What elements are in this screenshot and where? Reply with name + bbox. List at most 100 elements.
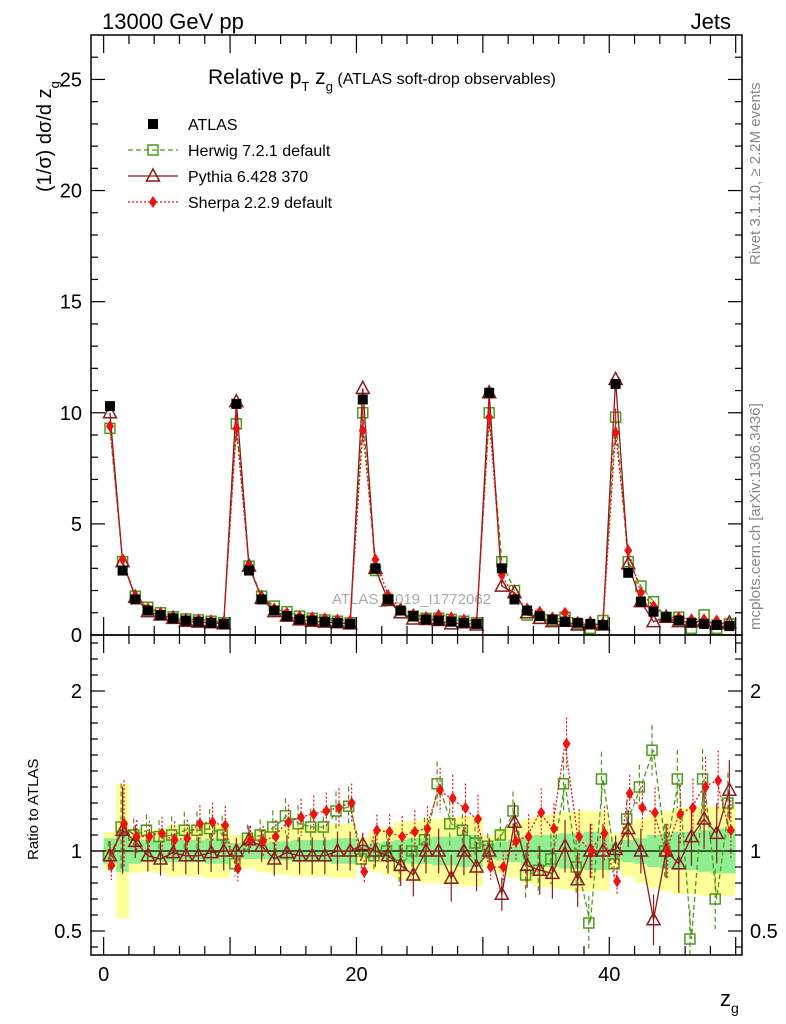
ratio-point-2-29	[474, 813, 483, 825]
title-mid: z	[309, 66, 325, 89]
ratio-point-1-18	[329, 842, 346, 857]
ratio-point-1-36	[557, 837, 573, 852]
ratio-point-1-35	[544, 864, 561, 880]
main-point-0-27	[446, 616, 457, 627]
ratio-point-1-10	[228, 842, 245, 857]
ratio-point-2-48	[714, 774, 723, 787]
ratio-point-0-38	[583, 917, 595, 929]
ratio-ytick-label-left-0: 0.5	[54, 921, 82, 943]
ratio-point-1-5	[165, 844, 181, 859]
main-point-3-30	[485, 411, 494, 424]
ratio-point-2-17	[322, 805, 331, 817]
ratio-point-1-7	[190, 847, 207, 862]
legend-marker-3	[149, 196, 157, 208]
y-axis-label-main-sub: g	[47, 81, 62, 88]
main-point-0-20	[357, 394, 368, 405]
ratio-point-2-30	[486, 861, 495, 873]
ratio-point-2-15	[297, 811, 306, 824]
xtick-label-2: 40	[598, 964, 620, 986]
legend-marker-1	[147, 144, 159, 156]
ratio-point-0-31	[494, 829, 507, 841]
ratio-point-1-39	[595, 842, 611, 857]
ratio-point-0-17	[317, 821, 330, 833]
ratio-point-1-13	[266, 850, 283, 865]
ratio-point-1-26	[430, 842, 447, 857]
main-point-0-37	[572, 617, 583, 628]
legend-label-3: Sherpa 2.2.9 default	[188, 195, 333, 212]
main-point-0-8	[206, 617, 217, 628]
ratio-point-2-21	[372, 824, 381, 837]
title-main: Relative p	[208, 66, 301, 89]
main-ytick-label-4: 20	[60, 181, 82, 203]
ratio-point-1-23	[392, 856, 409, 872]
main-point-0-5	[168, 613, 179, 624]
ratio-ytick-label-left-2: 2	[71, 681, 82, 703]
ratio-point-2-26	[436, 784, 445, 797]
y-axis-label-ratio: Ratio to ATLAS	[25, 759, 42, 860]
y-axis-label-main-text: (1/σ) dσ/d z	[34, 88, 56, 192]
main-point-0-46	[686, 617, 697, 628]
ratio-point-0-35	[545, 853, 557, 865]
xtick-label-1: 20	[345, 964, 367, 986]
ratio-point-2-45	[676, 808, 685, 821]
ratio-point-1-15	[291, 847, 308, 862]
legend-label-1: Herwig 7.2.1 default	[188, 143, 331, 160]
ratio-point-1-24	[405, 866, 422, 881]
ratio-point-2-38	[587, 845, 596, 857]
main-point-3-0	[105, 420, 114, 433]
ratio-point-1-46	[683, 828, 700, 843]
ratio-point-2-35	[549, 822, 558, 835]
main-point-0-25	[420, 614, 431, 625]
main-point-0-44	[661, 612, 672, 623]
ratio-point-0-27	[444, 818, 456, 830]
ratio-point-0-30	[481, 840, 494, 852]
ratio-point-2-2	[132, 830, 141, 843]
ratio-point-1-3	[140, 847, 156, 862]
ratio-point-1-47	[696, 810, 712, 825]
main-point-0-0	[104, 401, 115, 412]
ratio-point-1-41	[620, 820, 636, 835]
legend-entry-0: ATLAS	[148, 117, 238, 134]
main-point-2-20	[355, 379, 371, 395]
x-axis-label: zg	[720, 986, 739, 1016]
ratio-point-2-14	[284, 816, 293, 829]
main-ytick-label-3: 15	[60, 292, 82, 314]
ratio-point-2-32	[511, 835, 520, 848]
ratio-point-2-0	[107, 859, 116, 872]
main-point-0-12	[256, 594, 267, 605]
ratio-point-2-18	[334, 801, 343, 814]
ratio-line-1	[109, 790, 730, 920]
ratio-point-1-8	[203, 844, 219, 859]
ratio-point-1-21	[367, 842, 384, 857]
ratio-point-1-27	[443, 869, 460, 884]
main-ytick-label-1: 5	[71, 514, 82, 536]
ratio-point-2-33	[524, 830, 533, 843]
legend-label-2: Pythia 6.428 370	[188, 169, 308, 186]
ratio-point-0-19	[342, 800, 355, 812]
ratio-point-1-48	[708, 824, 725, 840]
ratio-point-2-10	[233, 862, 242, 875]
ratio-point-2-16	[309, 808, 318, 821]
process-label: Jets	[691, 9, 731, 34]
ratio-ytick-label-right-2: 2	[750, 681, 761, 703]
ratio-point-0-13	[267, 821, 279, 833]
ratio-ytick-label-right-0: 0.5	[750, 921, 778, 943]
main-series-0	[104, 378, 735, 632]
ratio-point-0-48	[709, 893, 721, 905]
ratio-series-2	[107, 717, 735, 896]
ratio-point-1-49	[721, 781, 738, 796]
ratio-point-2-40	[613, 875, 622, 888]
ratio-point-0-16	[304, 821, 317, 833]
main-point-0-18	[332, 617, 343, 628]
ratio-point-1-2	[127, 832, 144, 848]
ratio-point-2-44	[663, 845, 672, 857]
ratio-point-0-46	[684, 933, 696, 945]
title-tail: (ATLAS soft-drop observables)	[333, 71, 556, 88]
ratio-point-2-24	[410, 825, 419, 838]
legend-entry-2: Pythia 6.428 370	[128, 167, 308, 186]
energy-label: 13000 GeV pp	[102, 9, 244, 34]
ratio-point-1-45	[671, 855, 687, 870]
ratio-point-2-27	[448, 792, 457, 805]
ratio-point-2-37	[575, 830, 584, 843]
main-point-0-39	[597, 620, 608, 630]
